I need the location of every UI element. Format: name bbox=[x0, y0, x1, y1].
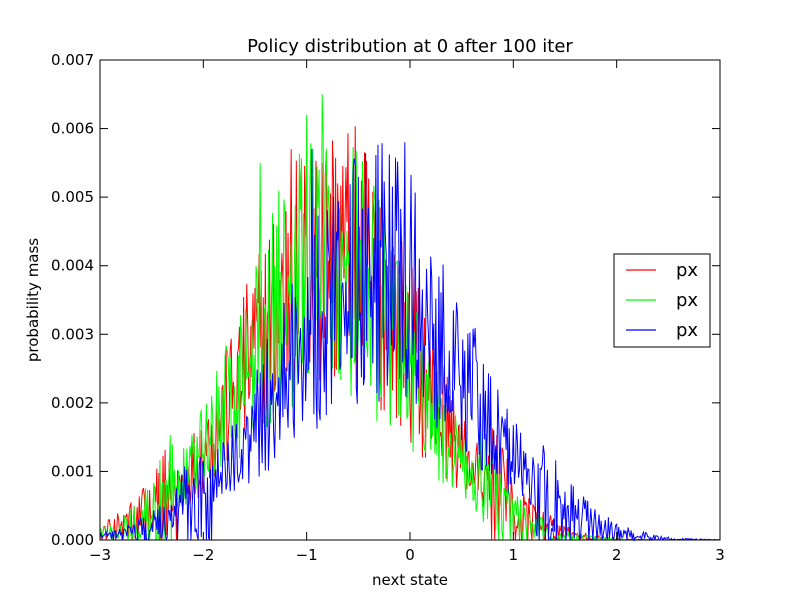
x-tick-label: 3 bbox=[715, 546, 725, 564]
legend-label-1: px bbox=[676, 260, 698, 281]
legend-label-3: px bbox=[676, 320, 698, 341]
x-axis: −3 −2 −1 0 1 2 3 bbox=[89, 60, 725, 564]
legend-label-2: px bbox=[676, 290, 698, 311]
x-tick-label: −1 bbox=[296, 546, 318, 564]
y-tick-label: 0.006 bbox=[51, 120, 94, 138]
y-tick-label: 0.004 bbox=[51, 257, 94, 275]
legend: px px px bbox=[613, 253, 711, 348]
y-tick-label: 0.005 bbox=[51, 188, 94, 206]
x-axis-title: next state bbox=[372, 571, 448, 589]
y-tick-label: 0.003 bbox=[51, 325, 94, 343]
y-tick-label: 0.001 bbox=[51, 462, 94, 480]
x-tick-label: −2 bbox=[192, 546, 214, 564]
y-axis-title: probability mass bbox=[24, 238, 42, 362]
series-line-3 bbox=[99, 142, 721, 542]
x-tick-label: 1 bbox=[509, 546, 519, 564]
y-axis: 0.000 0.001 0.002 0.003 0.004 0.005 0.006 0.007 bbox=[51, 51, 720, 549]
y-tick-label: 0.002 bbox=[51, 394, 94, 412]
y-tick-label: 0.000 bbox=[51, 531, 94, 549]
x-tick-label: 2 bbox=[612, 546, 622, 564]
chart-title: Policy distribution at 0 after 100 iter bbox=[247, 36, 573, 57]
x-tick-label: −3 bbox=[89, 546, 111, 564]
y-tick-label: 0.007 bbox=[51, 51, 94, 69]
x-tick-label: 0 bbox=[405, 546, 415, 564]
